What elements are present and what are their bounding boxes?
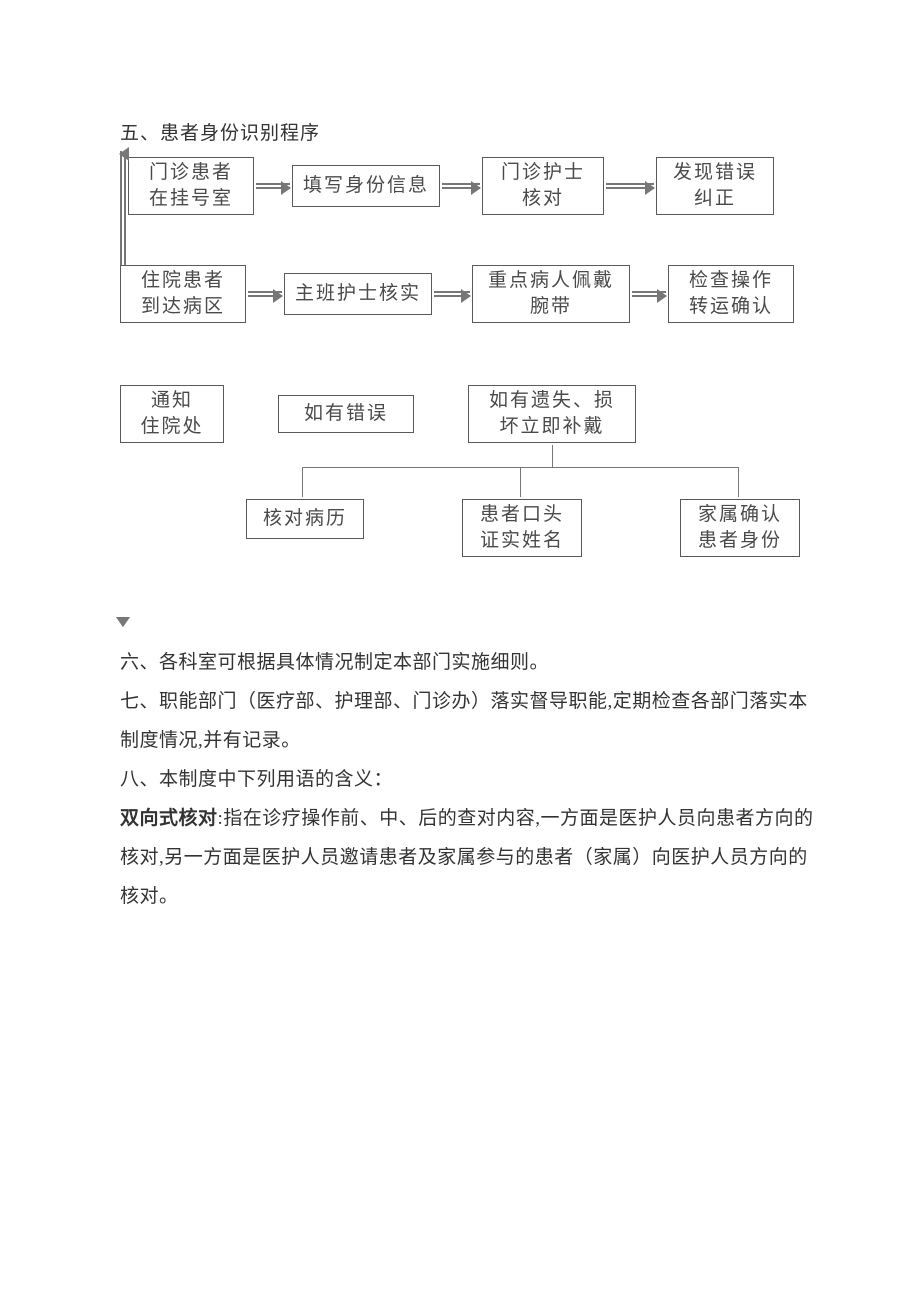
node-error-correct: 发现错误纠正 xyxy=(656,157,774,215)
arrow-6-10 xyxy=(120,151,126,227)
node-notify-admission: 通知住院处 xyxy=(120,385,224,443)
paragraph-6: 六、各科室可根据具体情况制定本部门实施细则。 xyxy=(120,644,820,683)
patient-id-flowchart: 门诊患者在挂号室 填写身份信息 门诊护士核对 发现错误纠正 住院患者到达病区 主… xyxy=(120,151,820,626)
node-if-lost: 如有遗失、损坏立即补戴 xyxy=(468,385,636,443)
branch-v2 xyxy=(520,467,521,497)
node-verbal-confirm: 患者口头证实姓名 xyxy=(462,499,582,557)
node-outpatient-register: 门诊患者在挂号室 xyxy=(128,157,254,215)
node-check-record: 核对病历 xyxy=(246,499,364,539)
arrow-1-2 xyxy=(256,183,290,189)
node-inpatient-arrive: 住院患者到达病区 xyxy=(120,265,246,323)
node-wristband: 重点病人佩戴腕带 xyxy=(472,265,630,323)
node-check-transfer: 检查操作转运确认 xyxy=(668,265,794,323)
arrow-5-6 xyxy=(248,291,282,297)
node-fill-identity: 填写身份信息 xyxy=(292,165,440,207)
paragraph-8: 八、本制度中下列用语的含义： xyxy=(120,761,820,800)
paragraph-7: 七、职能部门（医疗部、护理部、门诊办）落实督导职能,定期检查各部门落实本制度情况… xyxy=(120,683,820,761)
arrow-7-8 xyxy=(632,291,666,297)
arrow-2-3 xyxy=(442,183,480,189)
term-bidirectional: 双向式核对 xyxy=(120,808,218,829)
node-if-error: 如有错误 xyxy=(278,395,414,433)
node-nurse-verify: 门诊护士核对 xyxy=(482,157,604,215)
arrow-3-4 xyxy=(606,183,654,189)
node-family-confirm: 家属确认患者身份 xyxy=(680,499,800,557)
branch-stem xyxy=(552,445,553,467)
paragraph-9: 双向式核对:指在诊疗操作前、中、后的查对内容,一方面是医护人员向患者方向的核对,… xyxy=(120,800,820,917)
branch-v1 xyxy=(302,467,303,497)
arrow-6-7 xyxy=(434,291,470,297)
node-head-nurse-verify: 主班护士核实 xyxy=(284,273,432,315)
paragraph-9-body: :指在诊疗操作前、中、后的查对内容,一方面是医护人员向患者方向的核对,另一方面是… xyxy=(120,808,814,907)
branch-v3 xyxy=(738,467,739,497)
section-5-heading: 五、患者身份识别程序 xyxy=(120,118,820,145)
